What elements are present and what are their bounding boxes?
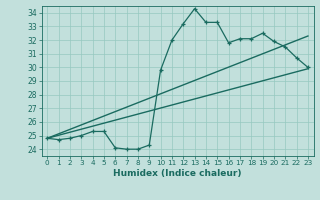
X-axis label: Humidex (Indice chaleur): Humidex (Indice chaleur)	[113, 169, 242, 178]
